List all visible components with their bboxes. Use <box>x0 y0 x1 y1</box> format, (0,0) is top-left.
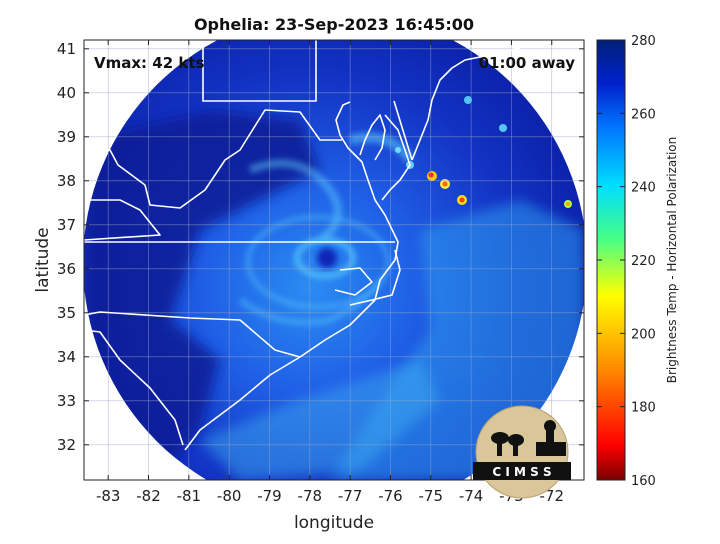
x-axis-label: longitude <box>294 513 374 533</box>
y-axis-label: latitude <box>33 227 53 292</box>
x-tick-label: -83 <box>96 487 121 505</box>
microwave-imagery <box>84 40 584 480</box>
nj-coast <box>411 59 466 161</box>
atlantic-coastline <box>184 101 399 451</box>
logo-dishes <box>491 420 566 456</box>
x-tick-label: -79 <box>257 487 282 505</box>
x-tick-label: -80 <box>217 487 242 505</box>
x-tick-label: -75 <box>419 487 444 505</box>
convection-cells <box>395 96 572 208</box>
y-tick-label: 36 <box>57 260 76 278</box>
colorbar-label: Brightness Temp - Horizontal Polarizatio… <box>665 137 679 384</box>
y-tick-label: 35 <box>57 304 76 322</box>
southern-band <box>200 360 440 480</box>
y-tick-label: 34 <box>57 348 76 366</box>
pamlico-sound <box>334 267 373 296</box>
y-tick-label: 39 <box>57 128 76 146</box>
colorbar-tick-label: 160 <box>631 474 656 489</box>
y-tick-label: 40 <box>57 84 76 102</box>
chesapeake-bay <box>359 114 386 161</box>
x-tick-label: -77 <box>338 487 363 505</box>
vmax-annotation: Vmax: 42 kts <box>94 54 204 72</box>
colorbar: 160 180 200 220 240 260 280 Brightness Temp - … <box>596 34 679 489</box>
colorbar-tick-label: 220 <box>631 254 656 269</box>
x-tick-label: -81 <box>177 487 202 505</box>
colorbar-tick-label: 200 <box>631 327 656 342</box>
x-tick-labels: -83-82-81-80-79-78-77-76-75-74-73-72 <box>96 487 564 505</box>
y-tick-label: 32 <box>57 436 76 454</box>
colorbar-ticks: 160 180 200 220 240 260 280 <box>597 34 656 489</box>
y-tick-label: 37 <box>57 216 76 234</box>
colorbar-tick-label: 260 <box>631 107 656 122</box>
long-island-coast <box>464 41 546 61</box>
colorbar-tick-label: 180 <box>631 401 656 416</box>
cimss-logo: C I M S S <box>473 405 571 499</box>
logo-text: C I M S S <box>492 465 551 479</box>
map-outlines <box>84 40 546 451</box>
x-tick-label: -76 <box>378 487 403 505</box>
logo-banner <box>473 462 571 480</box>
outer-banks <box>349 249 401 306</box>
chart-title: Ophelia: 23-Sep-2023 16:45:00 <box>194 15 474 34</box>
grid-lines <box>84 40 584 480</box>
x-tick-label: -82 <box>136 487 161 505</box>
y-tick-label: 41 <box>57 40 76 58</box>
pennsylvania-border <box>202 40 317 102</box>
nc-sc-border <box>84 311 301 358</box>
delaware-border <box>393 100 413 161</box>
colorbar-tick-label: 240 <box>631 181 656 196</box>
y-tick-label: 38 <box>57 172 76 190</box>
dark-land-region <box>84 110 320 480</box>
sc-ga-border <box>84 329 184 446</box>
delmarva-coast <box>381 114 411 201</box>
y-tick-label: 33 <box>57 392 76 410</box>
x-tick-label: -78 <box>298 487 323 505</box>
y-tick-labels: 32 33 34 35 36 37 38 39 40 41 <box>57 40 76 454</box>
colorbar-tick-label: 280 <box>631 34 656 49</box>
plot-frame <box>83 39 585 481</box>
virginia-west-border <box>84 109 342 209</box>
storm-center <box>317 248 337 268</box>
time-away-annotation: 01:00 away <box>479 54 576 72</box>
wv-border <box>84 199 161 241</box>
x-tick-label: -74 <box>459 487 484 505</box>
